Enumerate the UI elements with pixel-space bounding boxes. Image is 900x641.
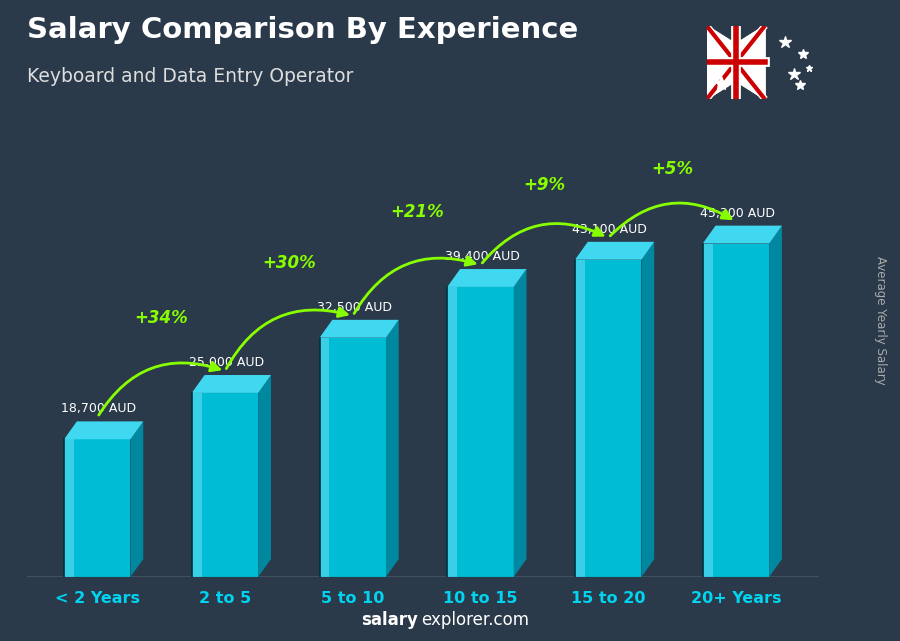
Polygon shape	[258, 375, 271, 577]
Polygon shape	[514, 269, 526, 577]
Text: 39,400 AUD: 39,400 AUD	[445, 250, 519, 263]
Polygon shape	[575, 260, 642, 577]
Text: 25,000 AUD: 25,000 AUD	[189, 356, 265, 369]
Polygon shape	[706, 26, 765, 99]
Polygon shape	[706, 26, 765, 99]
Polygon shape	[447, 287, 514, 577]
Polygon shape	[64, 439, 130, 577]
Polygon shape	[703, 244, 770, 577]
Polygon shape	[386, 320, 399, 577]
Text: 18,700 AUD: 18,700 AUD	[61, 403, 137, 415]
Polygon shape	[192, 393, 258, 577]
Polygon shape	[192, 375, 271, 393]
Text: +34%: +34%	[134, 310, 188, 328]
Text: explorer.com: explorer.com	[421, 612, 529, 629]
Polygon shape	[642, 242, 654, 577]
Text: 43,100 AUD: 43,100 AUD	[572, 223, 647, 236]
Text: salary: salary	[362, 612, 418, 629]
Text: 32,500 AUD: 32,500 AUD	[317, 301, 392, 314]
Polygon shape	[64, 439, 74, 577]
Polygon shape	[192, 393, 202, 577]
Polygon shape	[320, 338, 386, 577]
Text: +9%: +9%	[523, 176, 565, 194]
Polygon shape	[320, 338, 329, 577]
Polygon shape	[64, 421, 143, 439]
Text: +30%: +30%	[262, 254, 316, 272]
Polygon shape	[706, 26, 765, 99]
Polygon shape	[130, 421, 143, 577]
Polygon shape	[575, 260, 585, 577]
Text: 45,300 AUD: 45,300 AUD	[700, 206, 775, 220]
Text: Average Yearly Salary: Average Yearly Salary	[874, 256, 886, 385]
Polygon shape	[703, 244, 713, 577]
Text: Salary Comparison By Experience: Salary Comparison By Experience	[27, 16, 578, 44]
Polygon shape	[703, 226, 782, 244]
Polygon shape	[447, 269, 526, 287]
Text: +5%: +5%	[651, 160, 693, 178]
Text: +21%: +21%	[390, 203, 444, 221]
Polygon shape	[706, 26, 765, 99]
Polygon shape	[770, 226, 782, 577]
Text: Keyboard and Data Entry Operator: Keyboard and Data Entry Operator	[27, 67, 354, 87]
Polygon shape	[447, 287, 457, 577]
Polygon shape	[320, 320, 399, 338]
Polygon shape	[575, 242, 654, 260]
